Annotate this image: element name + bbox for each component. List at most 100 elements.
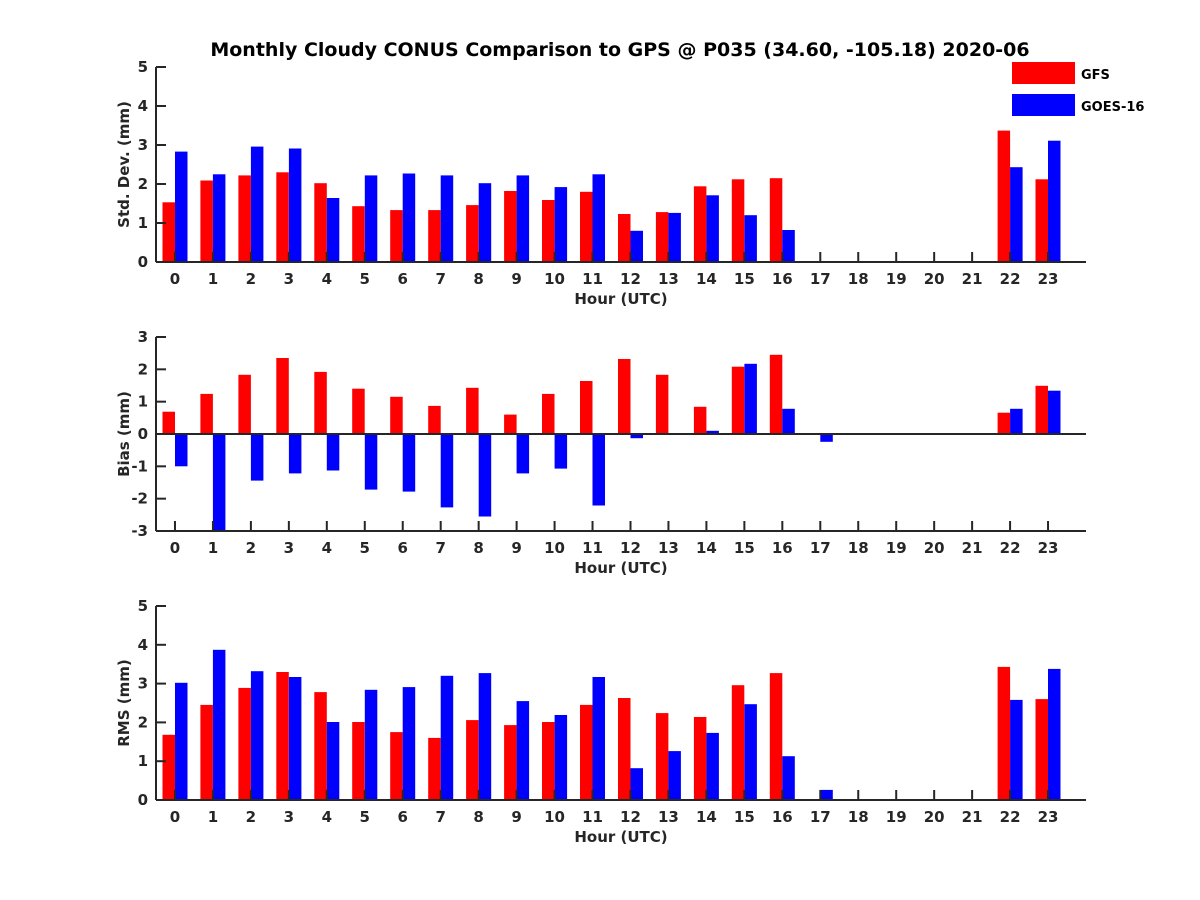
bar-rms-goes16-8 [478,673,492,800]
bar-std-goes16-8 [478,183,492,262]
y-tick-label-bias: 2 [138,360,148,378]
x-tick-label-bias: 19 [886,539,907,557]
bar-rms-goes16-1 [212,649,226,800]
x-tick-label-rms: 20 [924,808,945,826]
x-tick-label-rms: 22 [1000,808,1021,826]
bar-std-goes16-1 [212,174,226,263]
y-axis-label-bias: Bias (mm) [115,391,133,477]
bar-rms-goes16-0 [175,682,188,800]
bar-rms-gfs-14 [693,717,707,800]
bar-bias-goes16-10 [554,434,568,469]
y-tick-label-rms: 2 [138,713,148,731]
bar-std-goes16-23 [1048,140,1061,262]
bar-std-goes16-12 [630,230,643,262]
bar-std-gfs-4 [314,183,327,262]
x-tick-label-rms: 2 [246,808,256,826]
y-tick-label-bias: -1 [131,457,148,475]
bar-std-gfs-14 [693,186,707,262]
x-tick-label-bias: 15 [734,539,755,557]
x-tick-label-std: 20 [924,270,945,288]
y-tick-label-bias: -2 [131,490,148,508]
bar-bias-gfs-9 [504,414,517,434]
y-tick-label-rms: 0 [138,791,148,809]
bar-std-goes16-13 [668,212,681,262]
bar-rms-goes16-10 [554,715,568,800]
x-tick-label-std: 10 [544,270,565,288]
x-tick-label-bias: 20 [924,539,945,557]
chart-title: Monthly Cloudy CONUS Comparison to GPS @… [210,39,1029,61]
bar-std-goes16-7 [440,175,454,262]
x-tick-label-bias: 23 [1038,539,1059,557]
bar-bias-gfs-15 [731,366,745,434]
x-tick-label-std: 12 [620,270,641,288]
x-tick-label-bias: 8 [473,539,483,557]
bar-rms-goes16-12 [630,768,643,800]
bar-rms-gfs-2 [238,687,251,800]
bar-bias-goes16-7 [440,434,454,508]
x-tick-label-std: 2 [246,270,256,288]
bar-rms-goes16-23 [1048,668,1061,800]
x-tick-label-rms: 15 [734,808,755,826]
bar-bias-goes16-17 [820,434,833,442]
bar-std-gfs-7 [428,210,441,262]
bar-rms-goes16-13 [668,751,681,800]
bar-bias-gfs-14 [693,406,707,434]
bar-bias-goes16-14 [706,430,719,434]
bar-std-goes16-2 [250,146,264,262]
x-tick-label-bias: 0 [170,539,180,557]
x-tick-label-rms: 10 [544,808,565,826]
x-tick-label-rms: 7 [435,808,445,826]
x-tick-label-std: 8 [473,270,483,288]
bar-rms-gfs-12 [618,698,631,800]
y-tick-label-rms: 1 [138,752,148,770]
x-tick-label-std: 19 [886,270,907,288]
x-tick-label-bias: 17 [810,539,831,557]
bar-bias-gfs-1 [200,393,213,434]
x-tick-label-bias: 1 [208,539,218,557]
bar-bias-goes16-22 [1010,408,1023,434]
bar-rms-goes16-7 [440,675,454,800]
bar-bias-gfs-16 [769,354,783,434]
bar-std-gfs-2 [238,175,251,262]
bar-rms-gfs-8 [466,720,479,800]
bar-rms-gfs-11 [580,704,593,800]
x-tick-label-bias: 3 [284,539,294,557]
bar-rms-gfs-3 [276,672,289,800]
bar-std-goes16-15 [744,215,757,262]
bar-std-gfs-23 [1035,179,1048,262]
legend: GFS GOES-16 [1012,62,1144,116]
x-tick-label-bias: 5 [360,539,370,557]
bar-bias-gfs-0 [162,411,175,434]
bar-bias-goes16-5 [364,434,378,490]
x-tick-label-bias: 18 [848,539,869,557]
bar-std-gfs-5 [352,206,365,262]
x-axis-label-rms: Hour (UTC) [574,828,667,846]
bar-bias-gfs-22 [997,412,1011,434]
x-tick-label-rms: 13 [658,808,679,826]
x-tick-label-rms: 21 [962,808,983,826]
bar-std-gfs-11 [580,191,593,262]
y-tick-label-std: 0 [138,253,148,271]
bar-rms-gfs-13 [655,713,669,800]
bar-bias-gfs-6 [390,396,403,434]
x-tick-label-rms: 16 [772,808,793,826]
x-tick-label-std: 1 [208,270,218,288]
bar-rms-goes16-5 [364,689,378,800]
bar-rms-goes16-16 [782,756,795,800]
x-tick-label-std: 3 [284,270,294,288]
bar-bias-goes16-8 [478,434,492,517]
x-tick-label-bias: 21 [962,539,983,557]
x-tick-label-bias: 14 [696,539,717,557]
bar-rms-goes16-11 [592,677,605,800]
bar-std-gfs-10 [542,200,555,262]
x-tick-label-std: 16 [772,270,793,288]
bar-std-goes16-0 [175,151,188,262]
bar-rms-gfs-15 [731,685,745,800]
bar-rms-gfs-23 [1035,699,1048,800]
y-tick-label-rms: 5 [138,597,148,615]
bar-std-goes16-10 [554,187,568,262]
bar-rms-gfs-1 [200,704,213,800]
bar-std-gfs-6 [390,210,403,262]
